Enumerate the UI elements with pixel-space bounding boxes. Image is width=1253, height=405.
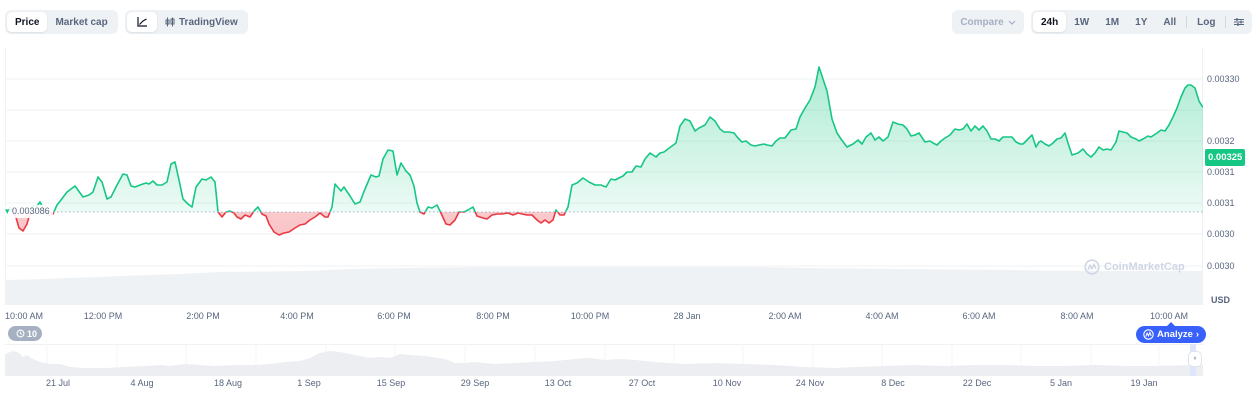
- nav-x-tick: 19 Jan: [1130, 378, 1158, 388]
- nav-x-tick: 4 Aug: [130, 378, 154, 388]
- view-toggle: Price Market cap: [5, 10, 118, 34]
- y-tick: 0.0030: [1207, 261, 1235, 271]
- x-tick: 8:00 PM: [476, 311, 510, 321]
- nav-x-tick: 24 Nov: [795, 378, 825, 388]
- candlestick-icon: [165, 17, 175, 27]
- range-selector: 24h 1W 1M 1Y All Log: [1031, 10, 1253, 34]
- nav-x-tick: 5 Jan: [1049, 378, 1073, 388]
- price-area-down: [5, 212, 1203, 235]
- range-24h[interactable]: 24h: [1033, 12, 1067, 32]
- compare-dropdown[interactable]: Compare: [952, 10, 1024, 34]
- x-tick: 28 Jan: [673, 311, 701, 321]
- price-line-up: [6, 66, 1203, 212]
- chevron-right-icon: ›: [1195, 329, 1200, 340]
- coinmarketcap-watermark: CoinMarketCap: [1084, 259, 1185, 275]
- chevron-down-icon: [1008, 20, 1016, 25]
- analyze-button[interactable]: Analyze ›: [1136, 322, 1207, 343]
- y-tick: 0.00330: [1207, 74, 1240, 84]
- tab-price[interactable]: Price: [7, 12, 48, 32]
- x-tick: 10:00 PM: [570, 311, 610, 321]
- navigator-handle[interactable]: ⏸: [1188, 351, 1202, 367]
- x-tick: 12:00 PM: [83, 311, 123, 321]
- price-area-up: [7, 67, 1203, 212]
- nav-x-tick: 8 Dec: [881, 378, 905, 388]
- chart-type-toggle: TradingView: [125, 10, 248, 34]
- x-tick: 2:00 PM: [186, 311, 220, 321]
- x-tick: 4:00 AM: [865, 311, 899, 321]
- x-tick: 8:00 AM: [1060, 311, 1094, 321]
- line-chart-button[interactable]: [127, 12, 157, 32]
- divider: [1186, 16, 1188, 28]
- y-axis: 0.00330 0.00325 0.0032 0.0031 0.0031 0.0…: [1205, 47, 1253, 307]
- nav-x-tick: 10 Nov: [712, 378, 742, 388]
- tradingview-button[interactable]: TradingView: [157, 12, 246, 32]
- compare-label: Compare: [960, 16, 1004, 28]
- price-chart[interactable]: [5, 47, 1203, 305]
- settings-button[interactable]: [1228, 12, 1250, 32]
- y-tick: 0.0030: [1207, 229, 1235, 239]
- nav-x-tick: 21 Jul: [45, 378, 71, 388]
- range-1m[interactable]: 1M: [1105, 16, 1120, 28]
- nav-x-tick: 1 Sep: [297, 378, 321, 388]
- x-axis: 10:00 AM 12:00 PM 2:00 PM 4:00 PM 6:00 P…: [0, 311, 1253, 325]
- reference-price-label: ▾ 0.003086: [5, 205, 53, 218]
- range-all[interactable]: All: [1163, 16, 1177, 28]
- tradingview-label: TradingView: [179, 16, 238, 28]
- currency-label: USD: [1211, 295, 1231, 305]
- x-tick: 6:00 AM: [962, 311, 996, 321]
- reference-marker: ▾: [5, 206, 10, 216]
- watermark-label: CoinMarketCap: [1104, 261, 1185, 273]
- x-tick: 2:00 AM: [768, 311, 802, 321]
- nav-x-tick: 29 Sep: [460, 378, 490, 388]
- history-icon: [16, 329, 25, 338]
- x-tick: 10:00 AM: [1149, 311, 1189, 321]
- history-badge[interactable]: 10: [8, 326, 43, 341]
- nav-x-tick: 27 Oct: [628, 378, 656, 388]
- sliders-icon: [1234, 18, 1245, 26]
- history-count: 10: [27, 328, 38, 339]
- volume-bars: [5, 267, 1203, 305]
- log-scale-button[interactable]: Log: [1197, 16, 1216, 28]
- coinmarketcap-logo-icon: [1084, 259, 1100, 275]
- y-tick: 0.0031: [1207, 198, 1235, 208]
- range-navigator[interactable]: [5, 344, 1203, 376]
- nav-x-tick: 18 Aug: [213, 378, 243, 388]
- x-tick: 4:00 PM: [280, 311, 314, 321]
- nav-x-tick: 22 Dec: [962, 378, 992, 388]
- tab-market-cap[interactable]: Market cap: [55, 16, 108, 28]
- navigator-area: [5, 351, 1203, 376]
- divider: [1225, 16, 1227, 28]
- reference-price-value: 0.003086: [12, 206, 50, 216]
- x-tick: 10:00 AM: [4, 311, 44, 321]
- navigator-x-axis: 21 Jul 4 Aug 18 Aug 1 Sep 15 Sep 29 Sep …: [0, 378, 1253, 392]
- chart-toolbar: Price Market cap TradingView Compare 24h…: [5, 10, 1253, 34]
- range-1y[interactable]: 1Y: [1135, 16, 1148, 28]
- analyze-label: Analyze: [1157, 329, 1193, 340]
- nav-x-tick: 13 Oct: [544, 378, 572, 388]
- line-chart-icon: [136, 17, 147, 27]
- current-price-tag: 0.00325: [1205, 149, 1246, 166]
- range-1w[interactable]: 1W: [1074, 16, 1090, 28]
- x-tick: 6:00 PM: [377, 311, 411, 321]
- nav-x-tick: 15 Sep: [376, 378, 406, 388]
- y-tick: 0.0031: [1207, 167, 1235, 177]
- y-tick: 0.0032: [1207, 136, 1235, 146]
- coinmarketcap-ai-icon: [1143, 329, 1154, 340]
